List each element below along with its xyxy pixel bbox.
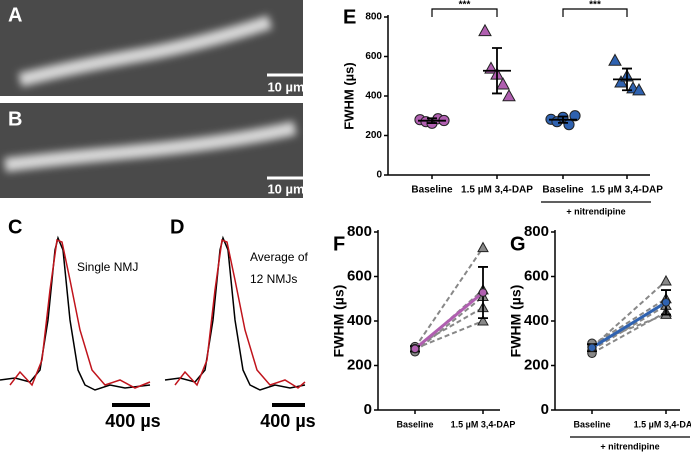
y-tick-label: 800	[365, 12, 382, 23]
trace-label: 12 NMJs	[250, 272, 297, 286]
data-point	[563, 119, 575, 131]
y-tick-label: 400	[524, 312, 549, 329]
data-point	[569, 110, 581, 122]
y-tick-label: 600	[365, 51, 382, 62]
trace	[174, 238, 306, 389]
paired-line	[414, 247, 484, 349]
fiber	[18, 15, 273, 87]
y-tick-label: 400	[365, 91, 382, 102]
y-tick-label: 600	[347, 267, 372, 284]
data-point	[410, 344, 420, 354]
scale-label: 10 µm	[267, 79, 304, 94]
data-point	[632, 83, 646, 96]
data-point	[496, 77, 510, 90]
y-tick-label: 0	[364, 401, 372, 418]
group-label: + nitrendipine	[566, 206, 625, 216]
x-tick-label: Baseline	[396, 419, 433, 429]
data-point	[478, 288, 488, 297]
panel-label: E	[343, 6, 356, 28]
paired-line	[414, 295, 484, 353]
panel-label: F	[333, 233, 345, 255]
y-tick-label: 0	[376, 170, 382, 181]
data-point	[477, 241, 489, 253]
paired-line	[414, 320, 484, 350]
data-point	[502, 88, 516, 102]
paired-line	[591, 311, 667, 355]
significance-bracket	[562, 8, 628, 17]
scale-label: 400 µs	[105, 411, 160, 431]
group-label: + nitrendipine	[600, 441, 659, 451]
significance-label: ***	[589, 0, 601, 11]
data-point	[614, 75, 628, 88]
y-tick-label: 200	[347, 356, 372, 373]
paired-line	[591, 280, 667, 348]
scale-label: 10 µm	[267, 181, 304, 196]
x-tick-label: Baseline	[542, 185, 584, 196]
data-point	[608, 53, 622, 66]
significance-label: ***	[459, 0, 471, 11]
data-point	[660, 274, 672, 286]
y-tick-label: 800	[524, 223, 549, 240]
x-tick-label: 1.5 µM 3,4-DAP	[451, 419, 516, 429]
y-tick-label: 800	[347, 223, 372, 240]
data-point	[478, 23, 492, 37]
y-tick-label: 200	[524, 356, 549, 373]
data-point	[477, 314, 489, 326]
paired-line	[591, 297, 667, 346]
trace-label: Single NMJ	[77, 260, 138, 274]
trace-label: Average of	[250, 250, 308, 264]
x-tick-label: Baseline	[411, 185, 453, 196]
panel-label: D	[170, 216, 184, 238]
x-tick-label: Baseline	[573, 419, 610, 429]
y-tick-label: 400	[347, 312, 372, 329]
panel-label: C	[8, 216, 22, 238]
paired-line	[414, 289, 484, 351]
y-axis-label: FWHM (µs)	[341, 62, 356, 129]
scale-label: 400 µs	[260, 411, 315, 431]
y-axis-label: FWHM (µs)	[331, 285, 347, 358]
data-point	[661, 297, 671, 307]
fiber	[4, 121, 297, 172]
mean-line	[414, 291, 484, 350]
paired-line	[591, 313, 667, 345]
panel-label: G	[510, 233, 526, 255]
x-tick-label: 1.5 µM 3,4-DAP	[634, 419, 691, 429]
panel-label: B	[8, 108, 22, 130]
paired-line	[591, 304, 667, 351]
paired-line	[414, 306, 484, 348]
x-tick-label: 1.5 µM 3,4-DAP	[591, 185, 663, 196]
y-tick-label: 0	[541, 401, 549, 418]
y-tick-label: 200	[365, 130, 382, 141]
data-point	[587, 343, 597, 353]
significance-bracket	[431, 8, 498, 17]
y-axis-label: FWHM (µs)	[508, 285, 524, 358]
panel-label: A	[8, 4, 22, 26]
mean-line	[591, 301, 667, 349]
x-tick-label: 1.5 µM 3,4-DAP	[461, 185, 533, 196]
trace	[9, 238, 151, 389]
y-tick-label: 600	[524, 267, 549, 284]
